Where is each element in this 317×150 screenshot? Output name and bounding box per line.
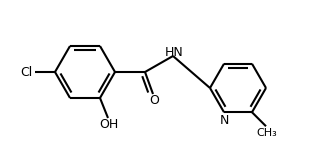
Text: Cl: Cl <box>20 66 32 78</box>
Text: CH₃: CH₃ <box>257 128 277 138</box>
Text: HN: HN <box>165 46 183 60</box>
Text: N: N <box>219 114 229 127</box>
Text: O: O <box>149 94 159 108</box>
Text: OH: OH <box>99 118 119 132</box>
